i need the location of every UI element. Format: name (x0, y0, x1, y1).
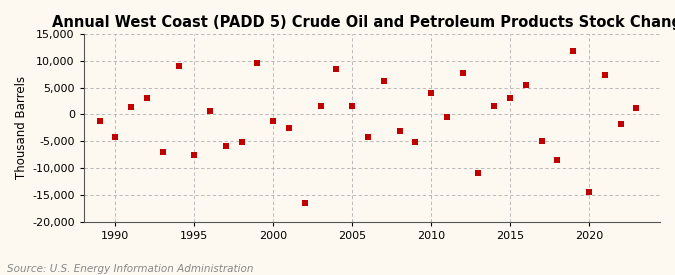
Text: Source: U.S. Energy Information Administration: Source: U.S. Energy Information Administ… (7, 264, 253, 274)
Point (520, 83, 531, 87)
Point (426, 91, 437, 95)
Point (173, 64, 184, 68)
Point (362, 135, 373, 139)
Point (379, 79, 389, 83)
Point (95, 119, 105, 123)
Point (473, 171, 484, 176)
Title: Annual West Coast (PADD 5) Crude Oil and Petroleum Products Stock Change: Annual West Coast (PADD 5) Crude Oil and… (52, 15, 675, 30)
Point (189, 152, 200, 157)
Point (552, 158, 563, 162)
Point (236, 140, 247, 145)
Point (221, 143, 232, 148)
Point (252, 61, 263, 66)
Point (457, 70, 468, 75)
Point (331, 67, 342, 71)
Point (300, 201, 310, 205)
Point (615, 121, 626, 126)
Point (631, 106, 642, 110)
Point (584, 190, 595, 194)
Point (157, 150, 168, 154)
Point (126, 105, 136, 110)
Point (205, 108, 215, 113)
Point (489, 104, 500, 109)
Point (315, 104, 326, 109)
Point (536, 139, 547, 144)
Point (142, 96, 153, 101)
Point (410, 140, 421, 145)
Point (599, 73, 610, 78)
Point (284, 126, 294, 130)
Point (568, 49, 578, 53)
Point (505, 96, 516, 101)
Y-axis label: Thousand Barrels: Thousand Barrels (15, 76, 28, 179)
Point (347, 104, 358, 109)
Point (441, 115, 452, 119)
Point (268, 119, 279, 123)
Point (110, 135, 121, 139)
Point (394, 128, 405, 133)
